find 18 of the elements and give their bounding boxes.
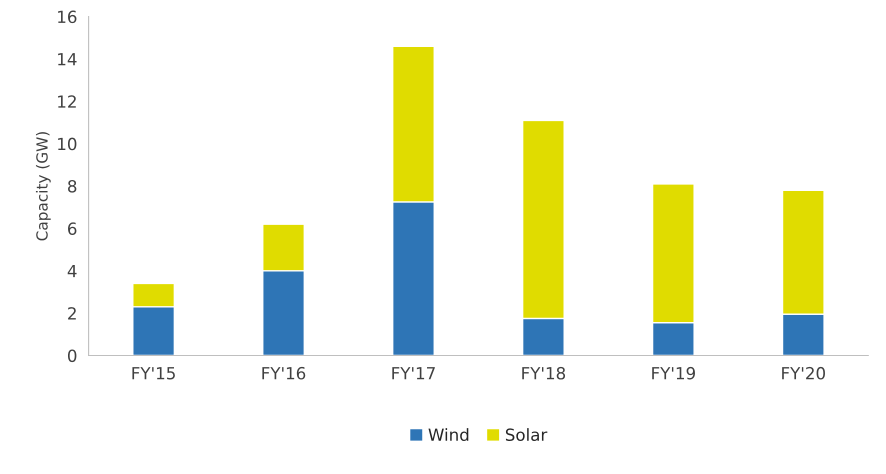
y-tick-label: 0 [68,349,76,362]
x-tick-label: FY'18 [522,366,566,380]
y-axis-title: Capacity (GW) [36,132,51,240]
y-tick-label: 14 [58,53,77,66]
x-tick-label: FY'17 [392,367,435,380]
x-tick-label: FY'15 [132,367,175,380]
x-tick-label: FY'19 [652,366,695,380]
y-tick-label: 4 [68,264,77,278]
y-tick-label: 16 [58,10,76,24]
y-tick-label: 8 [68,180,76,193]
x-tick-label: FY'16 [262,366,306,380]
y-tick-label: 2 [68,307,76,320]
x-tick-label: FY'20 [782,366,825,380]
legend-label: Solar [506,428,548,442]
y-tick-label: 10 [58,138,76,150]
y-tick-label: 6 [68,222,76,235]
legend-label: Wind [428,428,468,442]
y-tick-label: 12 [58,95,76,108]
